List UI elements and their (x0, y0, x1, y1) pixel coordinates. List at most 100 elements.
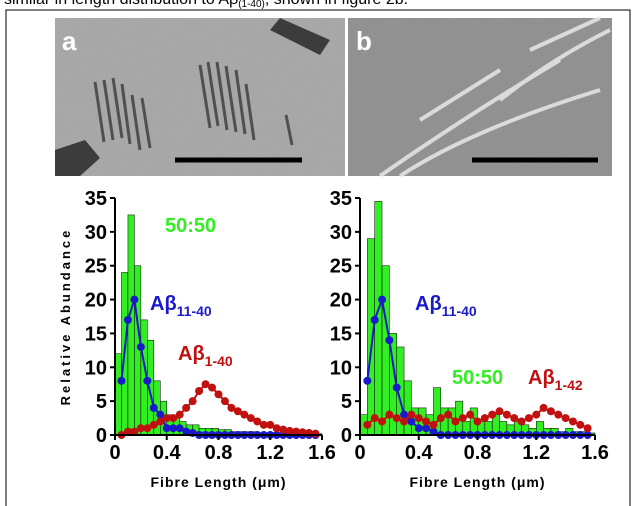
series-point (227, 403, 236, 412)
series-point (517, 417, 526, 426)
series-point (407, 410, 416, 419)
series-point (407, 417, 416, 426)
series-point (414, 424, 423, 433)
x-axis-label: Fibre Length (μm) (410, 474, 546, 490)
series-point (392, 383, 401, 392)
y-tick-label: 10 (330, 357, 352, 379)
series-point (400, 417, 409, 426)
series-label: Aβ1-42 (528, 367, 583, 393)
series-point (175, 424, 184, 433)
histogram-label: 50:50 (165, 215, 216, 237)
series-point (156, 410, 165, 419)
series-point (488, 410, 497, 419)
y-tick-label: 10 (85, 357, 107, 379)
series-point (554, 410, 563, 419)
series-point (201, 380, 210, 389)
y-tick-label: 30 (330, 222, 352, 244)
series-point (429, 427, 438, 436)
x-tick-label: 0.8 (205, 442, 233, 464)
y-tick-label: 5 (341, 391, 352, 413)
series-point (568, 417, 577, 426)
y-tick-label: 0 (341, 425, 352, 447)
series-point (188, 397, 197, 406)
series-point (143, 424, 152, 433)
series-name: Aβ (178, 343, 205, 365)
series-point (378, 295, 387, 304)
y-tick-label: 0 (96, 425, 107, 447)
series-point (502, 410, 511, 419)
series-point (422, 417, 431, 426)
series-label: Aβ11-40 (150, 293, 212, 319)
micrograph-a (55, 18, 345, 176)
y-tick-label: 15 (330, 323, 352, 345)
series-point (422, 424, 431, 433)
x-tick-label: 1.2 (256, 442, 284, 464)
histogram-bar (381, 265, 390, 436)
series-point (259, 420, 268, 429)
series-point (292, 427, 301, 436)
series-point (532, 410, 541, 419)
x-tick-label: 1.6 (308, 442, 336, 464)
x-tick-label: 0.8 (464, 442, 492, 464)
series-point (149, 420, 158, 429)
series-point (123, 315, 132, 324)
y-tick-label: 35 (85, 188, 107, 210)
series-point (429, 420, 438, 429)
series-point (451, 417, 460, 426)
series-point (370, 414, 379, 423)
micrograph-b (348, 16, 612, 178)
series-point (576, 420, 585, 429)
series-point (546, 407, 555, 416)
series-point (195, 386, 204, 395)
series-point (444, 410, 453, 419)
series-point (175, 410, 184, 419)
series-point (510, 414, 519, 423)
series-point (123, 427, 132, 436)
x-tick-label: 1.6 (581, 442, 609, 464)
series-point (182, 427, 191, 436)
series-point (414, 414, 423, 423)
series-point (370, 315, 379, 324)
x-tick-label: 0 (354, 442, 365, 464)
y-tick-label: 5 (96, 391, 107, 413)
series-name: Aβ (528, 367, 555, 389)
series-point (169, 414, 178, 423)
histogram-label: 50:50 (452, 367, 503, 389)
x-tick-label: 1.2 (522, 442, 550, 464)
series-point (561, 414, 570, 423)
series-point (240, 410, 249, 419)
series-point (363, 420, 372, 429)
series-subscript: 11-40 (177, 303, 212, 319)
y-tick-label: 25 (330, 256, 352, 278)
series-point (136, 424, 145, 433)
series-point (385, 410, 394, 419)
x-axis-label: Fibre Length (μm) (151, 474, 287, 490)
series-point (392, 414, 401, 423)
series-point (169, 424, 178, 433)
series-label: Aβ11-40 (415, 293, 477, 319)
series-point (311, 429, 320, 438)
series-point (130, 295, 139, 304)
series-label: Aβ1-40 (178, 343, 233, 369)
x-tick-label: 0.4 (153, 442, 182, 464)
series-point (385, 336, 394, 345)
y-tick-label: 30 (85, 222, 107, 244)
y-axis-label: Relative Abundance (58, 228, 73, 406)
series-subscript: 1-40 (205, 353, 233, 369)
series-point (246, 414, 255, 423)
series-point (233, 407, 242, 416)
series-point (495, 407, 504, 416)
series-point (156, 417, 165, 426)
series-point (143, 376, 152, 385)
series-point (162, 414, 171, 423)
series-point (363, 376, 372, 385)
series-point (162, 424, 171, 433)
series-point (266, 420, 275, 429)
x-tick-label: 0.4 (405, 442, 434, 464)
series-point (473, 417, 482, 426)
panel-label: b (356, 26, 372, 56)
series-point (214, 390, 223, 399)
